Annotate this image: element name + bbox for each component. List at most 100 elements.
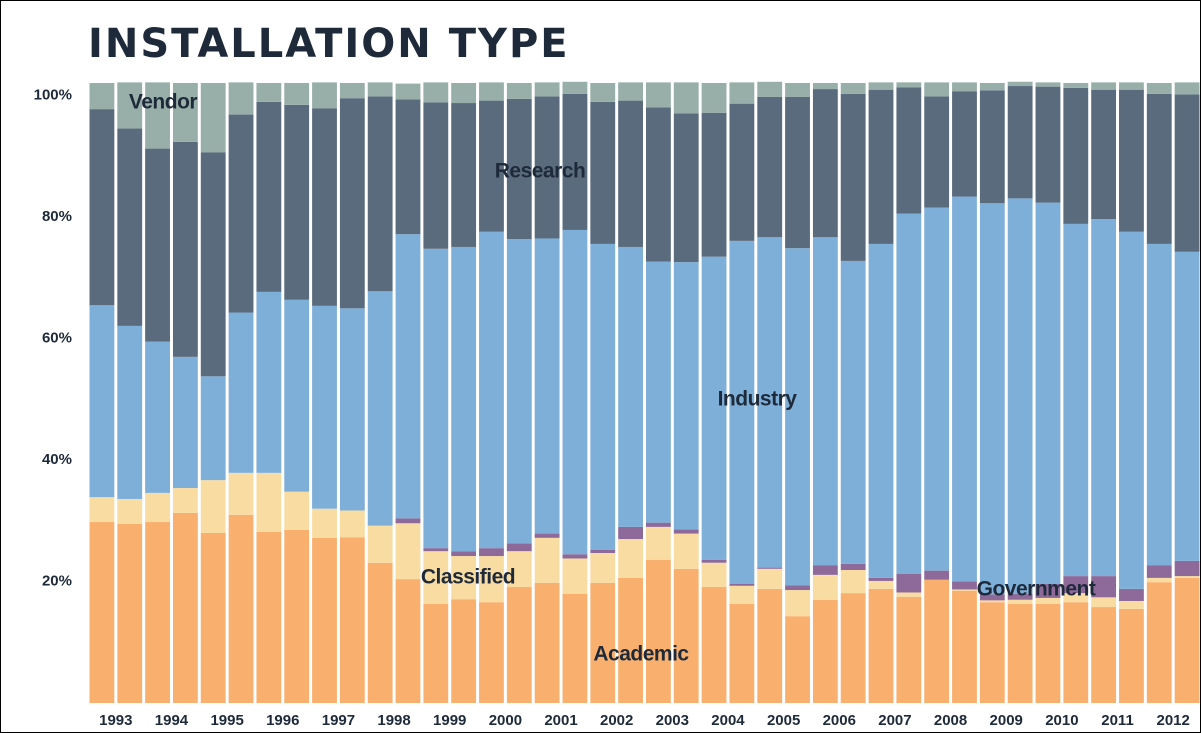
bar-segment	[979, 600, 1005, 603]
x-tick-label: 1998	[377, 712, 410, 729]
bar-segment	[479, 100, 504, 232]
bar-segment	[1007, 604, 1033, 703]
bar-segment	[952, 91, 977, 197]
bar-segment	[1063, 83, 1089, 88]
bar-segment	[451, 556, 477, 600]
bar-segment	[1035, 202, 1061, 584]
bar-segment	[172, 356, 198, 489]
bar-segment	[534, 238, 560, 534]
bar-segment	[1146, 582, 1172, 703]
bar-segment	[896, 87, 922, 214]
bar-segment	[924, 96, 950, 208]
bar-segment	[145, 82, 170, 149]
x-tick-label: 2003	[656, 712, 689, 729]
bar-segment	[1007, 593, 1033, 600]
bar-segment	[89, 83, 115, 110]
bar-segment	[312, 82, 337, 109]
bar-segment	[896, 596, 922, 703]
bar-segment	[590, 83, 616, 102]
bar-segment	[284, 299, 310, 492]
bar-segment	[395, 99, 421, 235]
x-tick-label: 2007	[878, 712, 911, 729]
bar-segment	[785, 83, 810, 97]
bar-segment	[729, 583, 755, 586]
bar-segment	[979, 602, 1005, 703]
bar-segment	[1146, 83, 1172, 94]
bar-segment	[395, 234, 421, 519]
bar-segment	[1091, 89, 1117, 220]
bar-segment	[228, 472, 254, 515]
bar-segment	[284, 529, 310, 703]
bar-segment	[339, 308, 365, 511]
bar-segment	[256, 531, 282, 703]
bar-segment	[924, 579, 950, 703]
y-tick-label: 40%	[42, 451, 72, 468]
bar-segment	[952, 581, 977, 590]
bar-segment	[534, 82, 560, 97]
bar-segment	[952, 590, 977, 703]
x-tick-label: 2006	[823, 712, 856, 729]
bar-segment	[952, 82, 977, 92]
bar-segment	[451, 551, 477, 557]
bar-segment	[1119, 600, 1144, 609]
bar-segment	[701, 83, 727, 113]
bar-segment	[1119, 588, 1144, 601]
bar-segment	[673, 113, 699, 263]
x-tick-label: 2004	[711, 712, 745, 729]
bar-segment	[284, 83, 310, 105]
bar-segment	[1063, 593, 1089, 603]
x-tick-label: 1996	[266, 712, 299, 729]
bar-segment	[1035, 82, 1061, 87]
bar-segment	[840, 83, 866, 94]
bar-segment	[1035, 597, 1061, 605]
x-tick-label: 2001	[544, 712, 577, 729]
bar-segment	[479, 231, 504, 549]
bar-segment	[200, 152, 226, 377]
bar-segment	[1063, 87, 1089, 224]
bar-segment	[1146, 93, 1172, 244]
bar-segment	[451, 599, 477, 703]
bar-segment	[673, 529, 699, 534]
bar-segment	[590, 582, 616, 703]
y-tick-label: 80%	[42, 208, 72, 225]
bar-segment	[646, 107, 671, 262]
bar-segment	[673, 533, 699, 569]
series-label: Academic	[593, 643, 689, 666]
bar-segment	[812, 599, 838, 703]
bar-segment	[868, 577, 894, 581]
bar-segment	[506, 551, 532, 588]
x-tick-label: 1995	[210, 712, 243, 729]
bar-segment	[256, 472, 282, 532]
bar-segment	[673, 568, 699, 703]
bar-segment	[200, 376, 226, 481]
bar-segment	[506, 239, 532, 544]
x-tick-label: 1997	[322, 712, 355, 729]
bar-segment	[979, 594, 1005, 601]
bar-segment	[145, 522, 170, 703]
bar-segment	[673, 82, 699, 114]
bar-segment	[646, 559, 671, 703]
bar-segment	[701, 256, 727, 560]
bar-segment	[256, 291, 282, 473]
bar-segment	[117, 82, 143, 129]
bar-segment	[367, 562, 393, 703]
bar-segment	[1035, 86, 1061, 203]
series-label: Government	[977, 578, 1096, 601]
bar-segment	[284, 104, 310, 300]
bar-segment	[868, 580, 894, 589]
bar-segment	[812, 237, 838, 566]
bar-segment	[590, 101, 616, 244]
bar-segment	[562, 593, 588, 703]
bar-segment	[1091, 607, 1117, 703]
bar-segment	[729, 604, 755, 703]
bar-segment	[172, 488, 198, 513]
x-tick-label: 2011	[1101, 712, 1134, 729]
bar-segment	[1119, 231, 1144, 589]
bar-segment	[479, 548, 504, 557]
bar-segment	[423, 102, 449, 249]
bar-segment	[812, 83, 838, 90]
x-tick-label: 2000	[489, 712, 522, 729]
bar-segment	[395, 518, 421, 524]
x-tick-label: 1993	[99, 712, 132, 729]
bar-segment	[1119, 89, 1144, 232]
